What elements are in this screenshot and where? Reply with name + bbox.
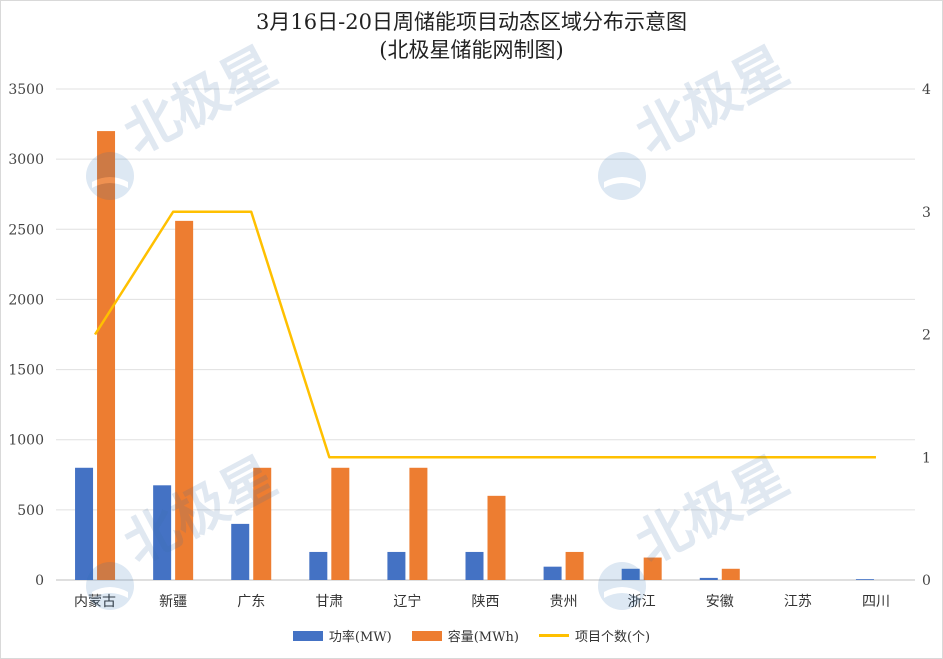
x-tick-label: 陕西: [472, 594, 500, 610]
x-tick-label: 甘肃: [315, 594, 343, 610]
watermark-logo-top-right: 北极星: [598, 35, 798, 200]
legend-label-power: 功率(MW): [328, 630, 392, 645]
legend-label-count: 项目个数(个): [574, 630, 651, 645]
watermark-text: 北极星: [626, 445, 799, 577]
bar-capacity: [97, 131, 116, 581]
x-tick-label: 辽宁: [393, 593, 421, 610]
legend-swatch-power: [292, 630, 323, 641]
count-line: [93, 210, 877, 459]
bar-power: [699, 577, 718, 580]
bar-power: [855, 579, 874, 580]
bars: [75, 131, 874, 581]
x-tick-label: 浙江: [628, 594, 656, 610]
y-left-tick-label: 0: [35, 573, 44, 589]
y-right-tick-label: 4: [922, 82, 931, 98]
y-right-tick-label: 1: [922, 450, 931, 466]
bar-power: [75, 467, 94, 580]
legend-label-capacity: 容量(MWh): [447, 630, 519, 645]
y-right-tick-label: 2: [922, 328, 931, 344]
bar-capacity: [487, 495, 506, 580]
watermark-logo-top-left: 北极星: [86, 35, 286, 200]
y-left-tick-label: 3000: [8, 152, 44, 168]
bar-capacity: [409, 467, 428, 580]
y-left-tick-label: 1000: [8, 433, 44, 449]
y-right-tick-label: 3: [922, 205, 931, 221]
axes: 0 500 1000 1500 2000 2500 3000 3500 0 1 2 3 4 内蒙古 新疆 广东…: [8, 82, 931, 610]
watermark-text: 北极星: [626, 35, 799, 167]
y-left-tick-label: 2500: [8, 222, 44, 238]
y-left-tick-label: 500: [17, 503, 44, 519]
x-tick-label: 内蒙古: [74, 594, 116, 610]
count-line-path: [93, 210, 876, 459]
y-left-tick-label: 3500: [8, 82, 44, 98]
bar-capacity: [643, 557, 662, 580]
bar-power: [231, 523, 250, 580]
y-right-tick-label: 0: [922, 573, 931, 589]
x-tick-label: 江苏: [784, 594, 812, 610]
watermark-logo-bottom-right: 北极星: [598, 445, 798, 610]
grid-lines: [56, 88, 915, 581]
bar-power: [543, 566, 562, 580]
bar-capacity: [721, 568, 740, 580]
legend-item-capacity: 容量(MWh): [411, 626, 519, 645]
bar-power: [621, 568, 640, 580]
legend-swatch-count: [538, 634, 569, 637]
chart-title: 3月16日-20日周储能项目动态区域分布示意图 (北极星储能网制图): [0, 8, 943, 64]
y-left-tick-label: 1500: [8, 363, 44, 379]
bar-power: [387, 551, 406, 580]
legend-swatch-capacity: [411, 630, 442, 641]
chart-title-line1: 3月16日-20日周储能项目动态区域分布示意图: [256, 10, 687, 34]
chart-legend: 功率(MW) 容量(MWh) 项目个数(个): [0, 626, 943, 645]
bar-power: [153, 485, 172, 580]
bar-power: [465, 551, 484, 580]
chart-title-line2: (北极星储能网制图): [379, 38, 564, 62]
watermark-text: 北极星: [114, 35, 287, 167]
bar-power: [309, 551, 328, 580]
bar-capacity: [175, 220, 194, 580]
legend-item-count: 项目个数(个): [538, 626, 651, 645]
bar-capacity: [565, 551, 584, 580]
x-tick-label: 安徽: [706, 594, 734, 610]
x-tick-label: 新疆: [159, 594, 187, 610]
bar-capacity: [331, 467, 350, 580]
x-tick-label: 四川: [862, 594, 890, 610]
legend-item-power: 功率(MW): [292, 626, 392, 645]
y-left-tick-label: 2000: [8, 292, 44, 308]
x-tick-label: 广东: [237, 594, 265, 610]
x-tick-label: 贵州: [550, 594, 578, 610]
bar-capacity: [253, 467, 272, 580]
